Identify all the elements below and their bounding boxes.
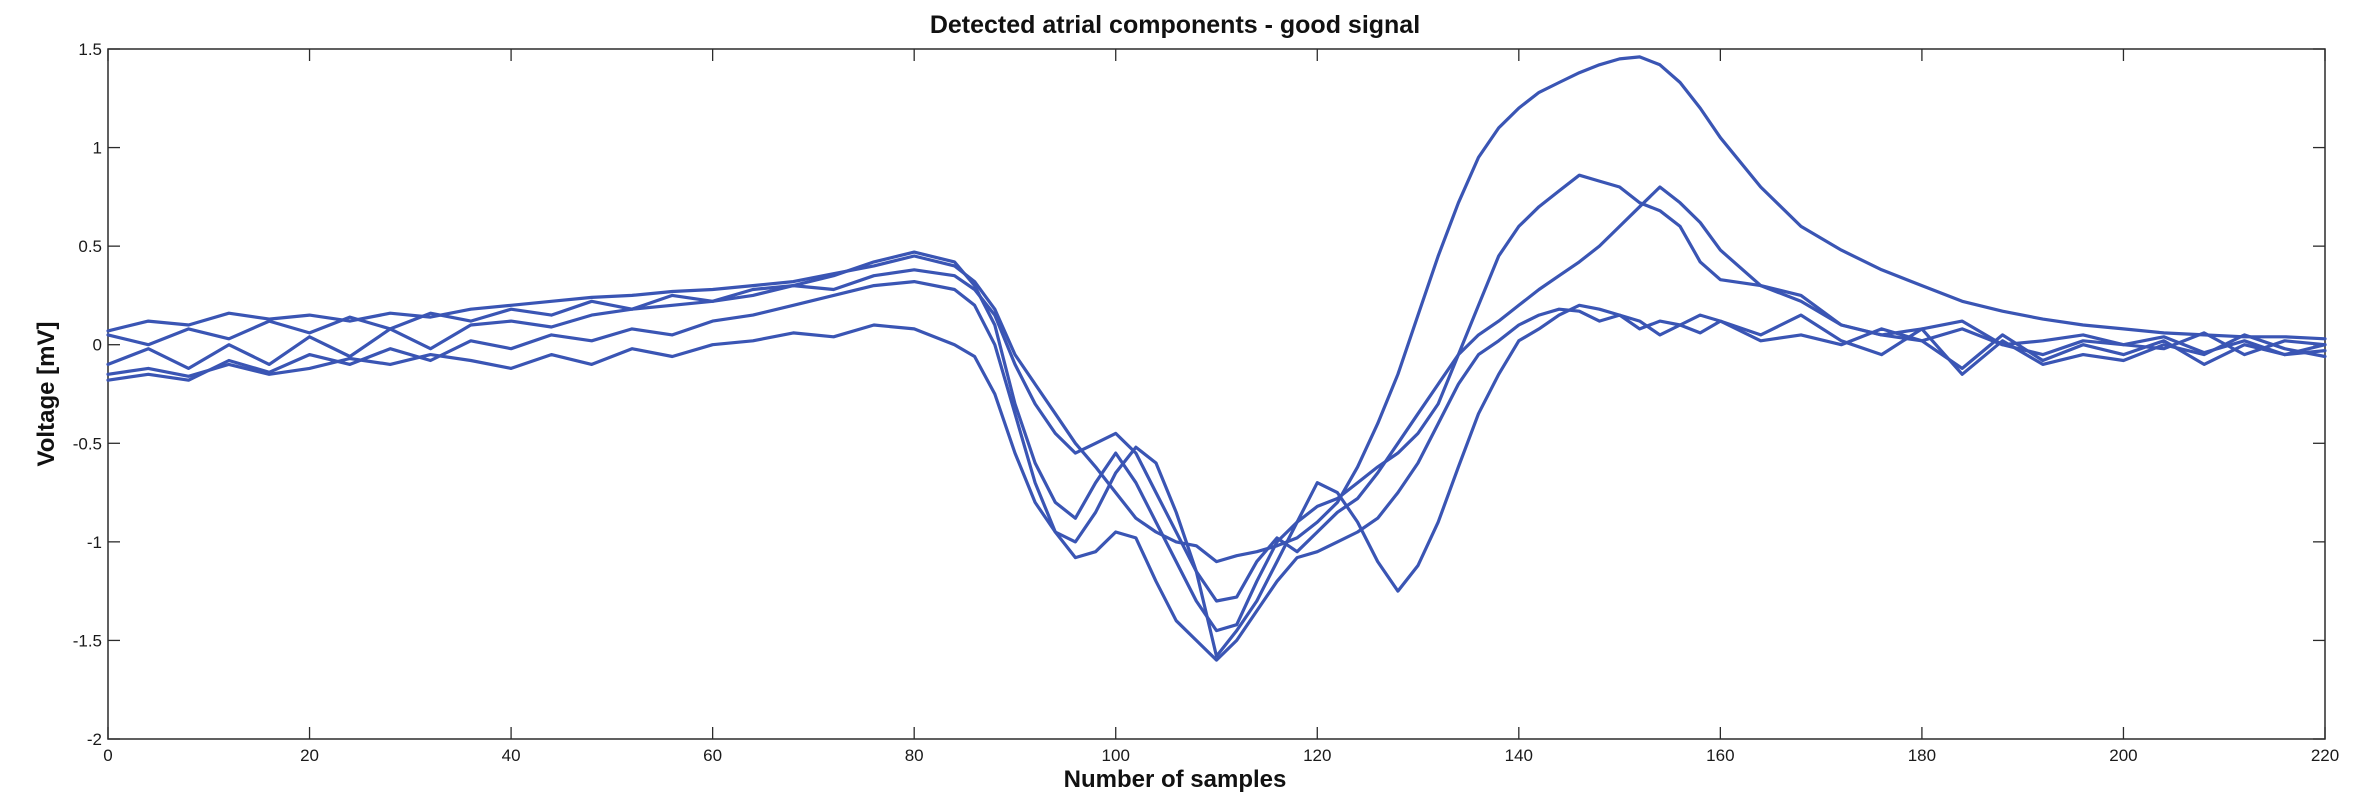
series-line-5 <box>106 303 2327 658</box>
chart-title: Detected atrial components - good signal <box>930 11 1420 39</box>
y-tick-label: -1.5 <box>73 631 102 650</box>
y-tick-label: -1 <box>87 533 102 552</box>
x-tick-label: 60 <box>703 746 722 765</box>
y-tick-label: 1.5 <box>78 40 102 59</box>
x-tick-label: 140 <box>1505 746 1533 765</box>
y-tick-label: 0 <box>93 336 102 355</box>
x-tick-label: 220 <box>2311 746 2339 765</box>
series-group <box>106 55 2327 662</box>
series-line-2 <box>106 173 2327 633</box>
axis-ticks: 0 20 40 60 80 100 120 140 160 180 200 220 1.5 1 0.5 0 -0… <box>73 40 2339 765</box>
plot-frame <box>107 48 2326 740</box>
y-axis-title: Voltage [mV] <box>33 322 60 467</box>
y-tick-label: 0.5 <box>78 237 102 256</box>
y-tick-label: -0.5 <box>73 434 102 453</box>
series-line-3 <box>106 185 2327 603</box>
x-tick-label: 180 <box>1908 746 1936 765</box>
y-tick-label: -2 <box>87 730 102 749</box>
y-tick-label: 1 <box>93 139 102 158</box>
x-tick-label: 20 <box>300 746 319 765</box>
x-tick-label: 160 <box>1706 746 1734 765</box>
x-tick-label: 40 <box>502 746 521 765</box>
x-tick-label: 80 <box>905 746 924 765</box>
x-tick-label: 200 <box>2109 746 2137 765</box>
series-line-4 <box>106 280 2327 662</box>
x-tick-label: 120 <box>1303 746 1331 765</box>
x-axis-title: Number of samples <box>1064 766 1287 793</box>
x-tick-label: 100 <box>1102 746 1130 765</box>
x-tick-label: 0 <box>103 746 112 765</box>
series-line-1 <box>106 55 2327 564</box>
